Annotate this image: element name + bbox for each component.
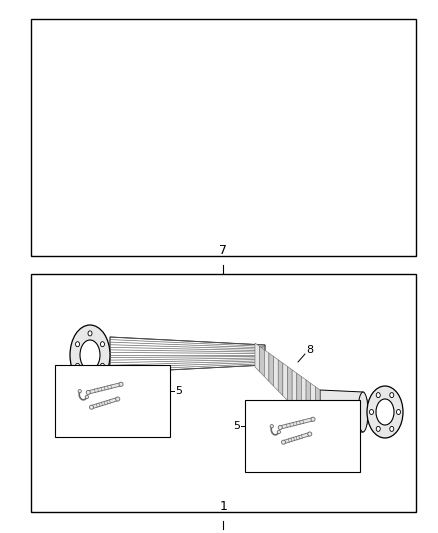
Ellipse shape — [100, 364, 105, 368]
Text: 6: 6 — [70, 422, 77, 432]
Ellipse shape — [376, 426, 380, 431]
Polygon shape — [264, 350, 269, 381]
Ellipse shape — [70, 325, 110, 385]
Polygon shape — [280, 418, 314, 429]
Text: 1: 1 — [219, 500, 227, 513]
Text: 7: 7 — [219, 245, 227, 257]
Text: 5: 5 — [175, 386, 182, 396]
Ellipse shape — [89, 405, 94, 409]
Ellipse shape — [75, 364, 80, 368]
Ellipse shape — [358, 392, 368, 432]
Ellipse shape — [308, 432, 312, 436]
Polygon shape — [315, 386, 320, 434]
Polygon shape — [297, 373, 301, 415]
Polygon shape — [91, 398, 118, 409]
Polygon shape — [306, 380, 311, 424]
Polygon shape — [283, 432, 310, 444]
Ellipse shape — [376, 399, 394, 425]
Ellipse shape — [367, 386, 403, 438]
Bar — [31, 274, 416, 512]
Polygon shape — [287, 367, 292, 405]
Ellipse shape — [86, 390, 90, 394]
Ellipse shape — [311, 417, 315, 421]
Polygon shape — [292, 370, 297, 410]
Bar — [31, 19, 416, 256]
Ellipse shape — [396, 409, 400, 415]
Polygon shape — [88, 383, 121, 394]
Text: 5: 5 — [233, 421, 240, 431]
Polygon shape — [110, 337, 265, 373]
Ellipse shape — [88, 331, 92, 336]
Polygon shape — [269, 353, 274, 386]
Ellipse shape — [78, 390, 81, 393]
Polygon shape — [255, 343, 260, 372]
Bar — [55, 365, 170, 437]
Polygon shape — [363, 392, 367, 432]
Bar — [245, 400, 360, 472]
Polygon shape — [283, 363, 287, 400]
Ellipse shape — [88, 374, 92, 379]
Ellipse shape — [270, 425, 273, 428]
Ellipse shape — [119, 382, 123, 386]
Ellipse shape — [75, 342, 80, 346]
Ellipse shape — [390, 426, 394, 431]
Ellipse shape — [278, 425, 282, 430]
Ellipse shape — [376, 393, 380, 398]
Polygon shape — [311, 383, 315, 429]
Ellipse shape — [85, 395, 88, 399]
Polygon shape — [320, 390, 363, 434]
Text: 8: 8 — [307, 345, 314, 355]
Polygon shape — [278, 360, 283, 395]
Ellipse shape — [116, 397, 120, 401]
Polygon shape — [301, 377, 306, 419]
Ellipse shape — [282, 440, 286, 444]
Polygon shape — [260, 346, 264, 377]
Ellipse shape — [277, 430, 280, 433]
Ellipse shape — [370, 409, 374, 415]
Ellipse shape — [100, 342, 105, 346]
Ellipse shape — [390, 393, 394, 398]
Ellipse shape — [80, 340, 100, 370]
Polygon shape — [274, 357, 278, 391]
Text: 6: 6 — [264, 457, 271, 467]
